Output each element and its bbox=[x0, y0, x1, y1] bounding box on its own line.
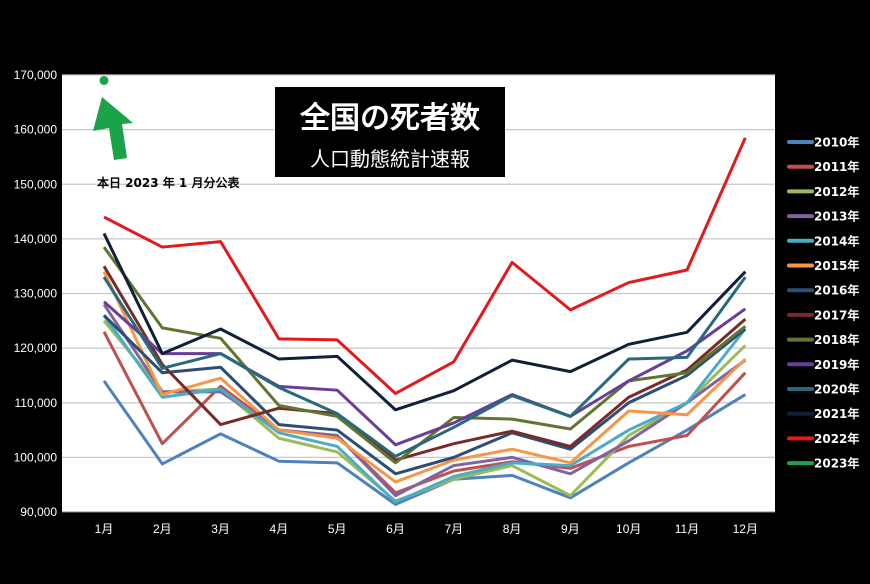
series-line-2010年 bbox=[102, 380, 747, 506]
legend-label: 2023年 bbox=[814, 456, 859, 471]
y-tick-label: 160,000 bbox=[14, 123, 58, 137]
legend: 2010年 2011年 2012年 2013年 2014年 2015年 2016年 2017年… bbox=[787, 135, 859, 471]
y-tick-label: 150,000 bbox=[14, 177, 58, 191]
legend-label: 2017年 bbox=[814, 307, 859, 322]
y-tick-label: 140,000 bbox=[14, 232, 58, 246]
series-line-2022年 bbox=[103, 137, 747, 395]
legend-label: 2011年 bbox=[814, 159, 859, 174]
y-tick-label: 120,000 bbox=[14, 341, 58, 355]
legend-label: 2019年 bbox=[814, 357, 859, 372]
x-tick-label: 1月 bbox=[95, 522, 114, 536]
legend-label: 2020年 bbox=[814, 382, 859, 397]
legend-label: 2010年 bbox=[814, 135, 859, 150]
series-line-2016年 bbox=[102, 314, 747, 476]
green-arrow-icon bbox=[93, 97, 133, 160]
y-tick-label: 110,000 bbox=[15, 396, 58, 410]
series-line-2015年 bbox=[102, 271, 747, 484]
x-tick-label: 2月 bbox=[153, 522, 172, 536]
legend-label: 2015年 bbox=[814, 258, 859, 273]
x-tick-label: 6月 bbox=[386, 522, 405, 536]
x-tick-label: 9月 bbox=[561, 522, 580, 536]
y-tick-label: 170,000 bbox=[14, 68, 58, 82]
series-line-2019年 bbox=[103, 300, 747, 447]
legend-label: 2012年 bbox=[814, 184, 859, 199]
x-tick-label: 12月 bbox=[733, 522, 758, 536]
chart-subtitle: 人口動態統計速報 bbox=[310, 147, 470, 171]
y-tick-label: 100,000 bbox=[14, 450, 58, 464]
legend-label: 2021年 bbox=[814, 406, 859, 421]
data-point-2023年 bbox=[99, 75, 109, 85]
x-tick-label: 8月 bbox=[503, 522, 522, 536]
legend-label: 2014年 bbox=[814, 233, 859, 248]
legend-label: 2022年 bbox=[814, 431, 859, 446]
annotation-text: 本日 2023 年 1 月分公表 bbox=[97, 175, 240, 190]
chart-title: 全国の死者数 bbox=[299, 101, 481, 136]
legend-label: 2016年 bbox=[814, 283, 859, 298]
x-tick-label: 3月 bbox=[211, 522, 230, 536]
legend-label: 2013年 bbox=[814, 209, 859, 224]
x-tick-label: 7月 bbox=[444, 522, 463, 536]
y-tick-label: 90,000 bbox=[20, 505, 57, 519]
x-tick-label: 11月 bbox=[675, 522, 699, 536]
y-tick-label: 130,000 bbox=[14, 287, 58, 301]
legend-label: 2018年 bbox=[814, 332, 859, 347]
x-tick-label: 10月 bbox=[616, 522, 641, 536]
series-line-2021年 bbox=[102, 232, 747, 412]
series-line-2014年 bbox=[102, 314, 747, 504]
x-tick-label: 4月 bbox=[270, 522, 289, 536]
title-box bbox=[275, 87, 505, 177]
series-line-2020年 bbox=[102, 276, 747, 458]
x-tick-label: 5月 bbox=[328, 522, 347, 536]
series-line-2017年 bbox=[102, 265, 747, 462]
